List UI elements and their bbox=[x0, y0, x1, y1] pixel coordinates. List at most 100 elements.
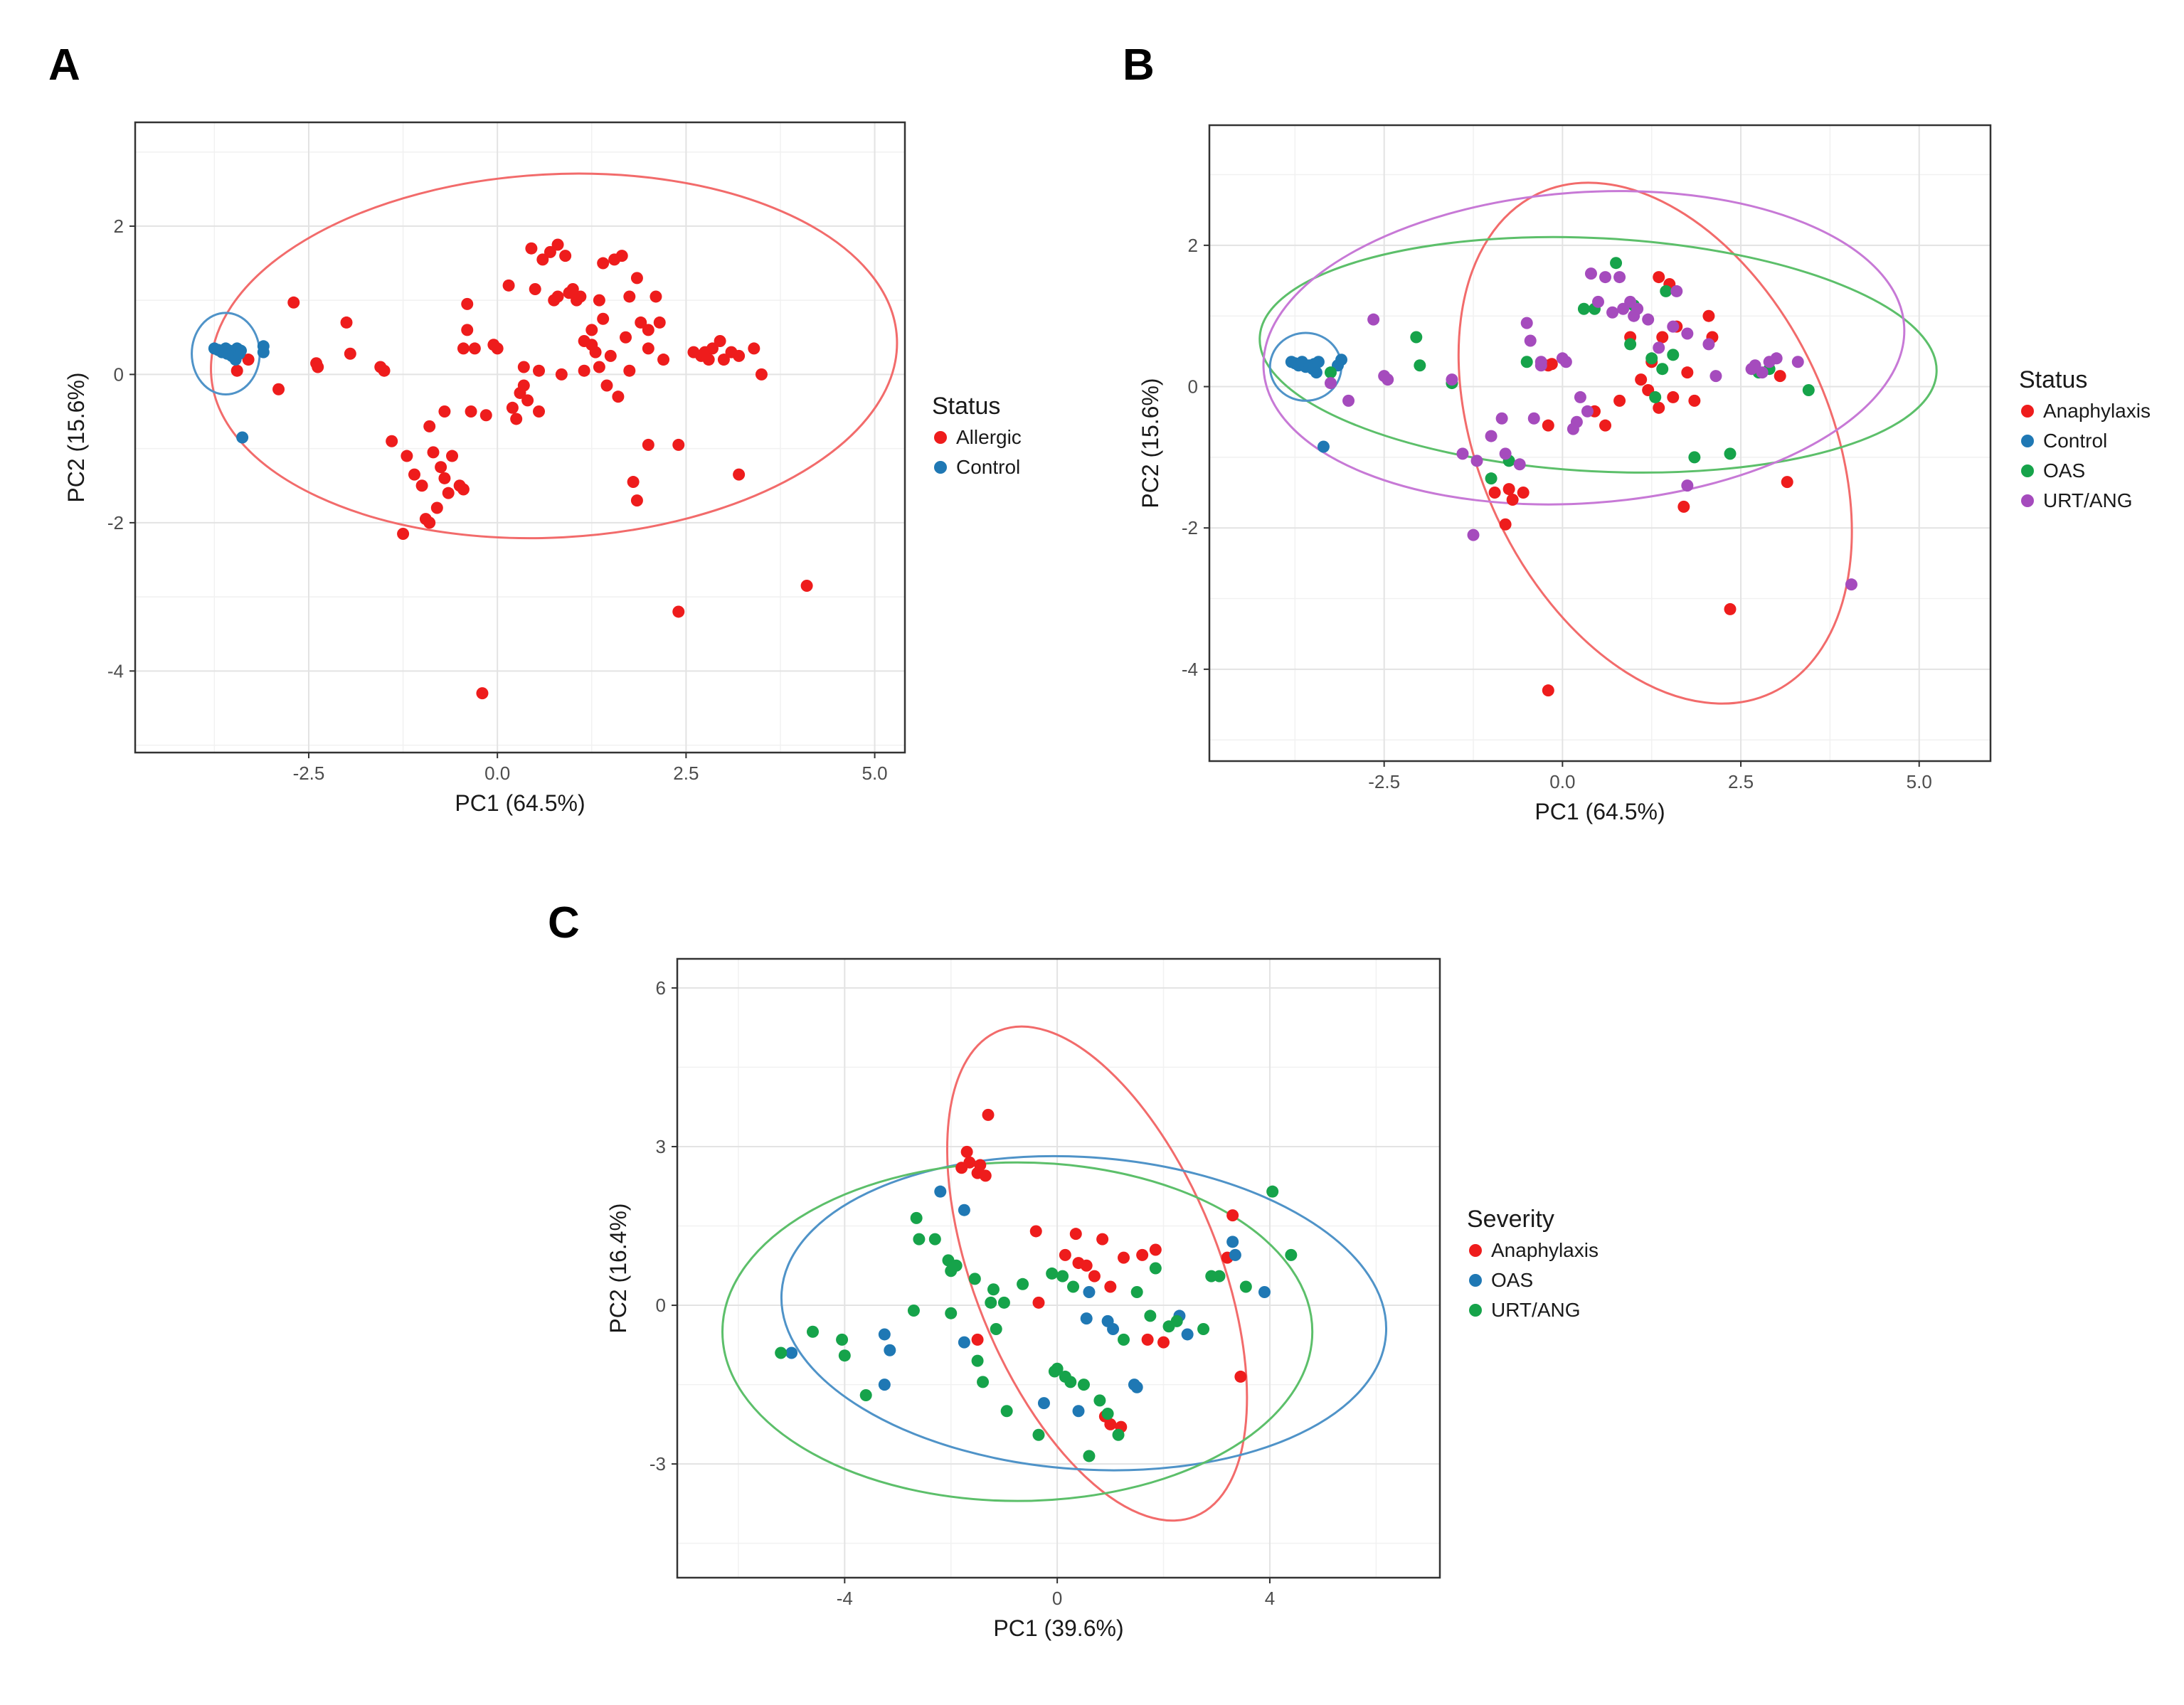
panel-a-point-allergic bbox=[585, 324, 598, 336]
panel-c-point-anaphylaxis bbox=[1149, 1243, 1162, 1256]
panel-c-legend-key-oas bbox=[1469, 1274, 1482, 1287]
panel-a-point-allergic bbox=[597, 312, 610, 325]
panel-c-point-urt-ang bbox=[987, 1283, 1000, 1296]
panel-a-point-allergic bbox=[423, 420, 436, 432]
panel-a-point-allergic bbox=[401, 450, 413, 462]
panel-b-point-anaphylaxis bbox=[1635, 373, 1648, 386]
panel-a-point-allergic bbox=[589, 346, 602, 358]
panel-c-point-urt-ang bbox=[1118, 1333, 1130, 1346]
panel-c-point-urt-ang bbox=[838, 1349, 851, 1362]
panel-c-point-urt-ang bbox=[1032, 1428, 1045, 1441]
panel-b-point-oas bbox=[1688, 451, 1701, 464]
panel-b-point-urt-ang bbox=[1581, 405, 1594, 418]
panel-c-point-oas bbox=[1258, 1285, 1271, 1298]
panel-c-point-urt-ang bbox=[1051, 1362, 1064, 1375]
panel-a-point-allergic bbox=[672, 438, 685, 451]
panel-a-point-allergic bbox=[555, 368, 568, 381]
panel-b-point-urt-ang bbox=[1709, 370, 1722, 383]
panel-c-legend-key-anaphylaxis bbox=[1469, 1244, 1482, 1257]
panel-c-ellipse-green bbox=[721, 1161, 1314, 1502]
panel-b-plot-area: -2.5 0.0 2.5 5.0 -4 -2 0 2 PC1 (64.5%) PC2 (15.6%… bbox=[1138, 124, 1992, 824]
panel-c-point-urt-ang bbox=[775, 1347, 788, 1359]
panel-c-point-anaphylaxis bbox=[1136, 1248, 1149, 1261]
panel-a-legend-title: Status bbox=[932, 393, 1000, 420]
panel-b-point-anaphylaxis bbox=[1499, 518, 1512, 531]
panel-b-point-urt-ang bbox=[1485, 430, 1497, 442]
panel-c-point-urt-ang bbox=[1000, 1405, 1013, 1418]
panel-c-point-oas bbox=[958, 1336, 970, 1349]
panel-c-point-anaphylaxis bbox=[974, 1159, 987, 1172]
panel-b-legend-key-oas bbox=[2021, 464, 2034, 477]
panel-b-legend-label-control: Control bbox=[2043, 430, 2107, 452]
panel-a-point-control bbox=[235, 344, 248, 357]
panel-c-x-axis-title: PC1 (39.6%) bbox=[993, 1615, 1123, 1641]
panel-c-legend: Severity Anaphylaxis OAS URT/ANG bbox=[1467, 1206, 1599, 1321]
panel-c-point-oas bbox=[884, 1344, 896, 1356]
panel-c-point-urt-ang bbox=[977, 1376, 990, 1388]
panel-c-point-oas bbox=[958, 1204, 970, 1216]
panel-c-point-anaphylaxis bbox=[1234, 1370, 1247, 1383]
panel-b-point-urt-ang bbox=[1513, 458, 1526, 471]
panel-b-point-oas bbox=[1724, 447, 1737, 460]
panel-a-point-allergic bbox=[593, 361, 605, 373]
panel-b-point-anaphylaxis bbox=[1653, 401, 1665, 414]
panel-b-point-urt-ang bbox=[1756, 366, 1769, 379]
panel-a-point-allergic bbox=[419, 513, 432, 526]
panel-b-point-anaphylaxis bbox=[1653, 271, 1665, 284]
panel-a-point-allergic bbox=[378, 364, 391, 377]
panel-b-point-anaphylaxis bbox=[1613, 394, 1626, 407]
panel-b-point-anaphylaxis bbox=[1667, 391, 1680, 403]
panel-c-point-oas bbox=[1226, 1236, 1239, 1248]
panel-c-point-urt-ang bbox=[928, 1233, 941, 1245]
panel-a-legend-label-control: Control bbox=[956, 456, 1020, 478]
panel-c-point-anaphylaxis bbox=[1072, 1257, 1085, 1270]
panel-a-point-allergic bbox=[536, 253, 549, 266]
panel-a-point-allergic bbox=[435, 461, 447, 474]
panel-a-point-allergic bbox=[521, 394, 534, 407]
panel-c-ellipse-blue bbox=[780, 1154, 1388, 1472]
panel-b-x-tick-label: 2.5 bbox=[1728, 771, 1754, 792]
panel-b-point-oas bbox=[1645, 352, 1658, 365]
panel-a-point-allergic bbox=[529, 283, 541, 296]
panel-a-point-allergic bbox=[415, 479, 428, 492]
panel-b-point-urt-ang bbox=[1456, 447, 1469, 460]
panel-c-y-axis-title: PC2 (16.4%) bbox=[605, 1203, 631, 1333]
panel-c-point-urt-ang bbox=[1077, 1379, 1090, 1391]
panel-a-point-allergic bbox=[672, 605, 685, 618]
panel-b-point-anaphylaxis bbox=[1724, 602, 1737, 615]
panel-c-point-urt-ang bbox=[1266, 1185, 1279, 1198]
panel-a-point-allergic bbox=[502, 279, 515, 292]
panel-a-point-allergic bbox=[597, 257, 610, 270]
panel-b-point-urt-ang bbox=[1613, 271, 1626, 284]
panel-b-point-oas bbox=[1624, 338, 1637, 351]
panel-b-point-urt-ang bbox=[1567, 423, 1579, 435]
panel-b-legend-title: Status bbox=[2019, 366, 2087, 393]
panel-a-point-allergic bbox=[571, 294, 583, 307]
panel-a-point-allergic bbox=[510, 413, 523, 425]
panel-c-point-oas bbox=[1107, 1323, 1120, 1336]
panel-b-point-anaphylaxis bbox=[1542, 419, 1554, 432]
panel-b-point-urt-ang bbox=[1681, 479, 1694, 492]
panel-c-x-tick-label: 4 bbox=[1265, 1588, 1275, 1609]
panel-b-point-oas bbox=[1649, 391, 1662, 403]
panel-a-point-allergic bbox=[312, 361, 324, 373]
panel-b-ellipse-purple bbox=[1262, 190, 1906, 506]
panel-c-point-urt-ang bbox=[985, 1296, 997, 1309]
panel-b-point-oas bbox=[1660, 285, 1673, 297]
panel-a-point-allergic bbox=[465, 405, 477, 418]
panel-b-point-urt-ang bbox=[1791, 356, 1804, 368]
panel-a-point-allergic bbox=[593, 294, 605, 307]
panel-a-point-allergic bbox=[748, 342, 760, 355]
panel-b-legend-label-anaphylaxis: Anaphylaxis bbox=[2043, 400, 2151, 422]
panel-a-point-allergic bbox=[461, 297, 474, 310]
panel-b-point-anaphylaxis bbox=[1702, 309, 1715, 322]
panel-a-point-allergic bbox=[627, 476, 640, 489]
panel-a-y-tick-label: 2 bbox=[114, 216, 124, 237]
panel-c-point-oas bbox=[878, 1379, 891, 1391]
panel-c-x-tick-label: -4 bbox=[837, 1588, 853, 1609]
panel-b-x-tick-label: 0.0 bbox=[1549, 771, 1575, 792]
panel-a-point-allergic bbox=[344, 347, 356, 360]
panel-b-point-oas bbox=[1410, 331, 1423, 344]
panel-a-point-allergic bbox=[533, 405, 546, 418]
panel-c-y-tick-label: 3 bbox=[656, 1136, 666, 1157]
